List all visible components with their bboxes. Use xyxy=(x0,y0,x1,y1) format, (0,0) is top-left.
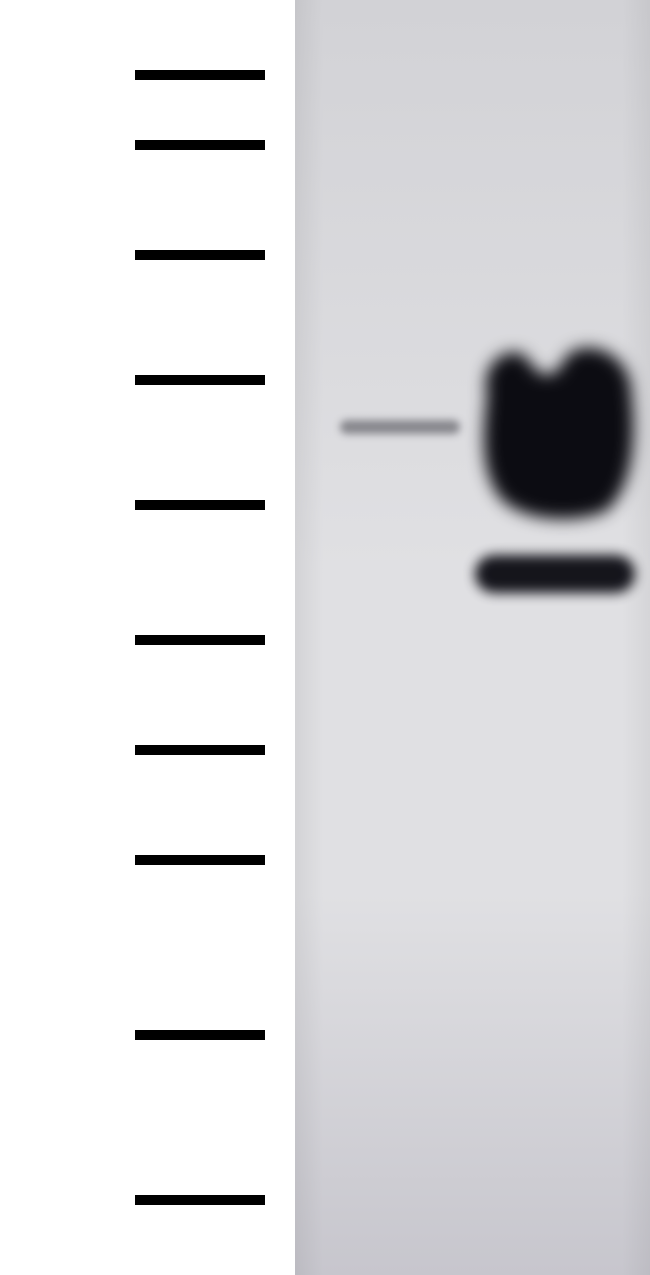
band xyxy=(340,420,460,434)
marker-tick xyxy=(135,1030,265,1040)
marker-row: 170 xyxy=(0,55,300,95)
marker-tick xyxy=(135,140,265,150)
membrane-shading xyxy=(295,0,650,1275)
marker-tick xyxy=(135,635,265,645)
marker-tick xyxy=(135,250,265,260)
marker-row: 40 xyxy=(0,620,300,660)
marker-tick xyxy=(135,70,265,80)
marker-row: 70 xyxy=(0,360,300,400)
marker-row: 130 xyxy=(0,125,300,165)
marker-row: 25 xyxy=(0,840,300,880)
marker-tick xyxy=(135,500,265,510)
blot-membrane xyxy=(295,0,650,1275)
marker-row: 100 xyxy=(0,235,300,275)
marker-row: 55 xyxy=(0,485,300,525)
marker-tick xyxy=(135,855,265,865)
marker-tick xyxy=(135,745,265,755)
marker-row: 35 xyxy=(0,730,300,770)
band xyxy=(475,555,635,593)
western-blot-figure: 170 130 100 70 55 40 35 25 15 10 xyxy=(0,0,650,1275)
band-blob xyxy=(470,340,640,520)
marker-tick xyxy=(135,1195,265,1205)
marker-row: 10 xyxy=(0,1180,300,1220)
marker-tick xyxy=(135,375,265,385)
marker-row: 15 xyxy=(0,1015,300,1055)
